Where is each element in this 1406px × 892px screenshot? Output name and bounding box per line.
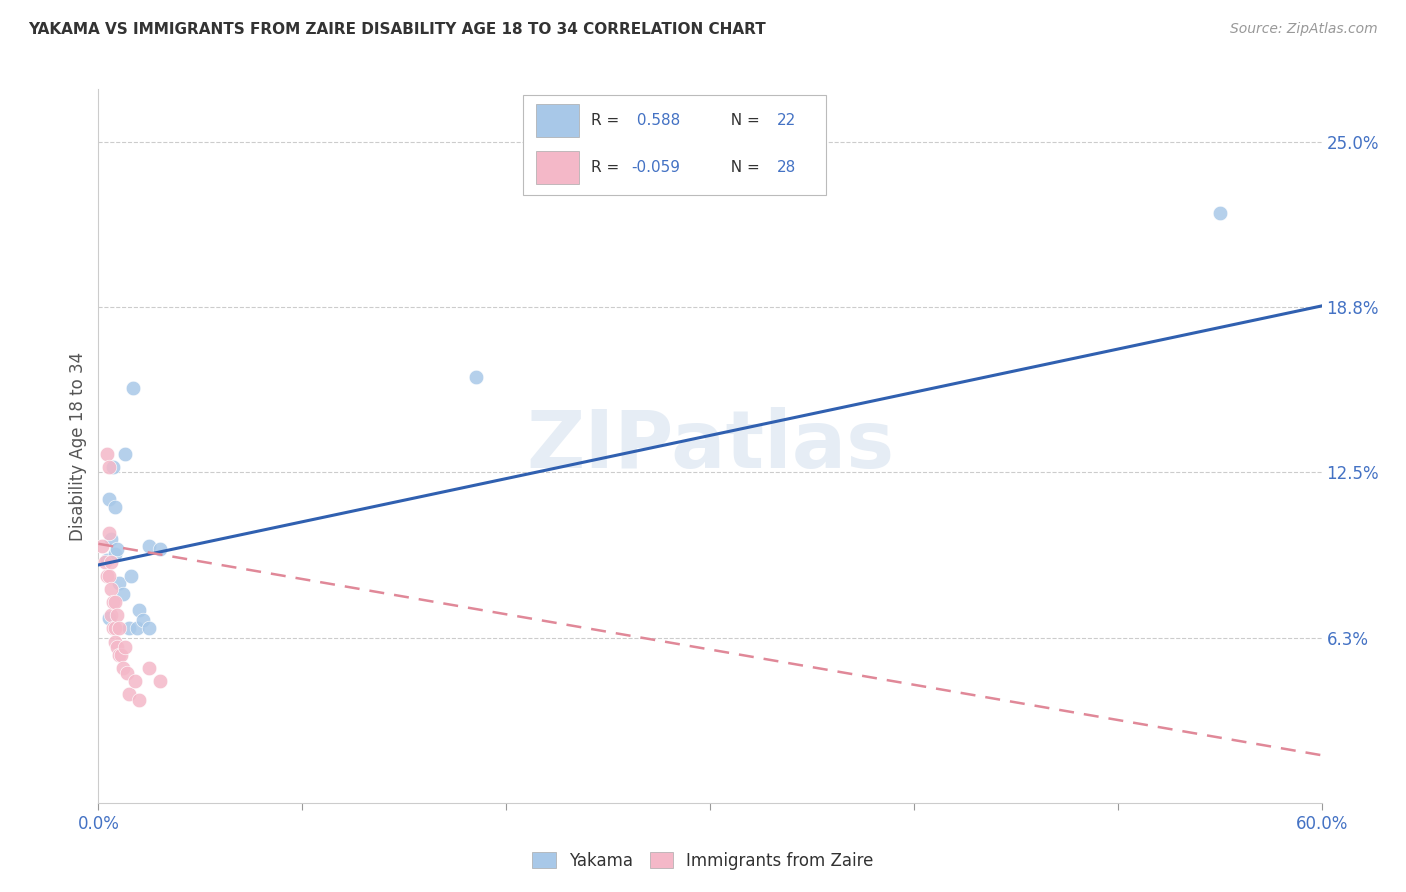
Point: [108, 648, 131, 662]
Point: [114, 640, 136, 654]
Point: [120, 568, 142, 582]
Text: YAKAMA VS IMMIGRANTS FROM ZAIRE DISABILITY AGE 18 TO 34 CORRELATION CHART: YAKAMA VS IMMIGRANTS FROM ZAIRE DISABILI…: [28, 22, 766, 37]
Point: [104, 621, 127, 635]
Point: [104, 634, 127, 648]
Point: [105, 640, 128, 654]
Point: [108, 621, 131, 635]
Text: R =: R =: [592, 112, 624, 128]
Point: [105, 608, 128, 623]
Point: [91, 540, 114, 554]
Legend: Yakama, Immigrants from Zaire: Yakama, Immigrants from Zaire: [527, 847, 879, 875]
Point: [111, 587, 134, 601]
Point: [118, 688, 141, 702]
Point: [115, 666, 138, 681]
Point: [128, 692, 150, 706]
Point: [97, 568, 120, 582]
Text: -0.059: -0.059: [631, 160, 681, 175]
Point: [100, 555, 122, 569]
Point: [101, 595, 124, 609]
Point: [93, 555, 115, 569]
Point: [1209, 206, 1232, 220]
Y-axis label: Disability Age 18 to 34: Disability Age 18 to 34: [69, 351, 87, 541]
Point: [97, 491, 120, 506]
Point: [97, 611, 120, 625]
Point: [104, 595, 127, 609]
Point: [127, 621, 149, 635]
Text: 0.588: 0.588: [631, 112, 681, 128]
Point: [124, 674, 146, 689]
Point: [104, 500, 127, 514]
Point: [111, 661, 134, 675]
Text: N =: N =: [721, 112, 765, 128]
Point: [100, 582, 122, 596]
Point: [110, 648, 132, 662]
Point: [114, 447, 136, 461]
FancyBboxPatch shape: [536, 104, 579, 136]
Text: Source: ZipAtlas.com: Source: ZipAtlas.com: [1230, 22, 1378, 37]
Point: [108, 576, 131, 591]
Point: [105, 542, 128, 557]
Text: N =: N =: [721, 160, 765, 175]
Point: [97, 526, 120, 541]
Point: [122, 381, 145, 395]
Point: [118, 621, 141, 635]
Text: 28: 28: [778, 160, 796, 175]
Point: [97, 460, 120, 475]
Point: [96, 568, 118, 582]
FancyBboxPatch shape: [523, 95, 827, 195]
Point: [132, 614, 155, 628]
FancyBboxPatch shape: [536, 151, 579, 184]
Text: R =: R =: [592, 160, 624, 175]
Point: [464, 370, 486, 384]
Point: [138, 661, 160, 675]
Text: 22: 22: [778, 112, 796, 128]
Text: ZIPatlas: ZIPatlas: [526, 407, 894, 485]
Point: [96, 552, 118, 566]
Point: [138, 621, 160, 635]
Point: [138, 540, 160, 554]
Point: [101, 460, 124, 475]
Point: [96, 447, 118, 461]
Point: [149, 674, 172, 689]
Point: [104, 547, 127, 561]
Point: [100, 608, 122, 623]
Point: [100, 532, 122, 546]
Point: [149, 542, 172, 557]
Point: [101, 621, 124, 635]
Point: [128, 603, 150, 617]
